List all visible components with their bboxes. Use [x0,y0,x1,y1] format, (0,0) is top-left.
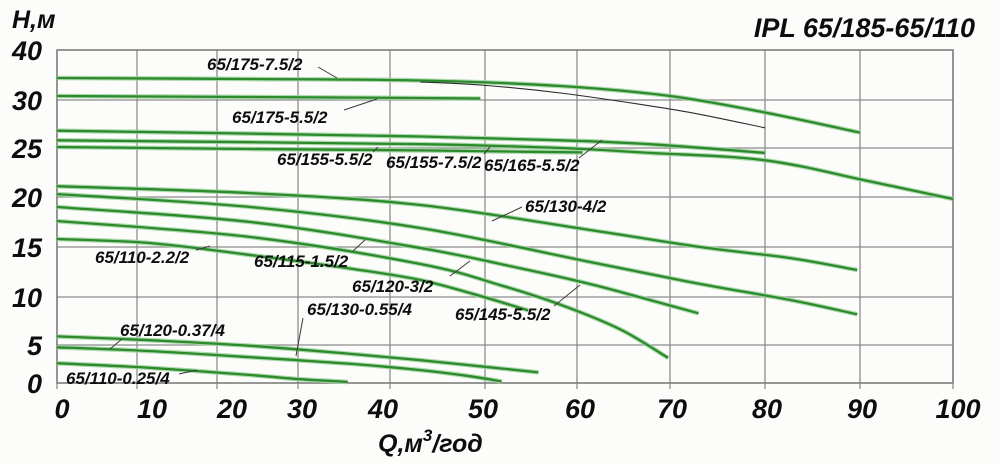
curve-65-175-7-5-2 [420,81,766,129]
leader-65-120-3-2 [449,260,471,277]
curve-65-185 [56,76,861,134]
curve-label-65-175-7-5-2: 65/175-7.5/2 [207,55,303,74]
curve-label-65-175-5-5-2: 65/175-5.5/2 [232,108,328,127]
y-tick-label-10: 10 [12,283,42,313]
chart-title: IPL 65/185-65/110 [754,13,975,43]
y-axis-title: Н,м [12,6,56,34]
x-axis-title-sup: 3 [423,426,433,445]
y-tick-label-5: 5 [27,331,43,361]
curve-label-65-130-4-2: 65/130-4/2 [525,197,607,216]
x-axis-title-unit: /год [431,430,482,458]
curve-label-layer: 65/175-7.5/2 65/175-5.5/2 65/155-5.5/2 65/1… [66,55,607,388]
y-tick-label-30: 30 [12,86,42,116]
curve-label-65-120-0-37-4: 65/120-0.37/4 [120,321,225,340]
x-tick-label-70: 70 [657,394,687,424]
curve-label-65-165-5-5-2: 65/165-5.5/2 [484,156,580,175]
curve-label-65-120-3-2: 65/120-3/2 [352,277,434,296]
x-tick-label-10: 10 [137,394,167,424]
leader-65-175-5-5-2 [343,98,378,111]
y-tick-label-20: 20 [11,183,42,213]
leader-65-130-4-2 [491,206,523,222]
x-tick-label-50: 50 [468,394,498,424]
curve-label-65-115-1-5-2: 65/115-1.5/2 [254,252,349,271]
leader-65-130-0-55-4 [295,317,304,357]
x-tick-label-0: 0 [54,394,69,424]
x-tick-label-80: 80 [752,394,782,424]
x-tick-label-60: 60 [565,394,595,424]
curve-65-155-7-5-2 [56,139,954,201]
curve-65-130-4-2 [56,185,858,272]
curve-65-130-0-55-4 [56,346,502,383]
curve-65-115-1-5-2 [56,219,669,359]
leader-65-165-5-5-2 [578,139,603,159]
curve-65-155-5-5-2 [56,145,583,154]
leader-65-175-7-5-2 [317,66,338,79]
x-tick-label-90: 90 [847,394,877,424]
curve-65-120-0-37-4 [56,335,539,374]
x-axis-title: Q,м3/год [378,426,483,458]
y-tick-label-15: 15 [12,233,43,263]
curve-label-65-155-7-5-2: 65/155-7.5/2 [386,153,482,172]
leader-65-145-5-5-2 [553,284,581,307]
curve-65-120-3-2 [56,192,858,316]
curve-label-65-110-2-2-2: 65/110-2.2/2 [95,248,190,267]
x-axis-title-base: Q,м [378,430,423,458]
curve-label-65-130-0-55-4: 65/130-0.55/4 [307,300,412,319]
leader-65-110-0-25-4 [178,369,198,375]
curve-65-175-5-5-2 [56,94,481,100]
curve-halo-65-185 [56,75,861,135]
curve-65-110-2-2-2 [56,237,529,312]
leader-65-155-7-5-2 [483,146,491,155]
plot-border [56,49,954,384]
y-tick-label-0: 0 [27,369,42,399]
x-tick-label-30: 30 [287,394,317,424]
x-tick-label-100: 100 [935,394,980,424]
leader-65-115-1-5-2 [352,239,366,252]
y-tick-label-40: 40 [11,36,42,66]
curve-65-110-0-25-4 [56,362,348,384]
curve-65-145-5-5-2 [56,205,699,315]
x-tick-label-20: 20 [216,394,247,424]
x-tick-label-40: 40 [367,394,398,424]
leader-65-120-0-37-4 [109,338,123,350]
y-tick-label-25: 25 [11,134,43,164]
leader-65-110-2-2-2 [195,245,211,251]
leader-65-155-5-5-2 [372,146,379,153]
curve-label-65-110-0-25-4: 65/110-0.25/4 [66,369,170,388]
curve-65-165-5-5-2 [56,129,766,155]
curve-label-65-155-5-5-2: 65/155-5.5/2 [277,150,373,169]
curve-layer [56,75,954,385]
curve-label-65-145-5-5-2: 65/145-5.5/2 [455,305,551,324]
